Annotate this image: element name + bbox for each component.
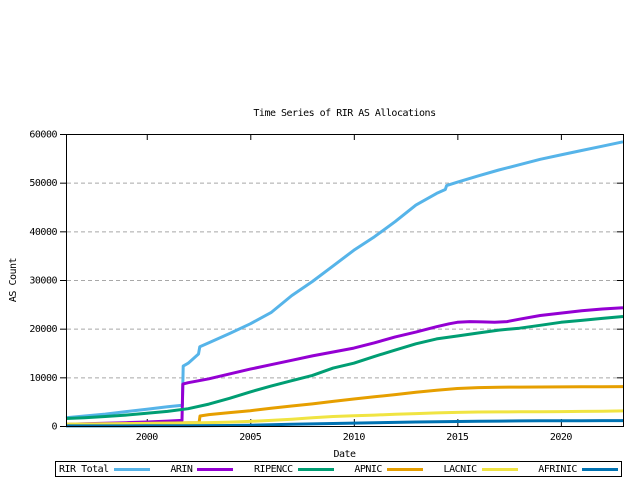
ytick-label: 40000 xyxy=(29,227,57,238)
series-apnic xyxy=(65,385,624,427)
ytick-label: 30000 xyxy=(29,276,57,287)
ytick-label: 10000 xyxy=(29,373,57,384)
xtick-label: 2015 xyxy=(446,432,469,443)
legend-label: RIPENCC xyxy=(254,463,293,475)
ytick-label: 20000 xyxy=(29,324,57,335)
ytick-label: 50000 xyxy=(29,178,57,189)
legend-swatch xyxy=(481,467,518,471)
plot-border xyxy=(66,134,624,427)
series-rir-total xyxy=(65,140,624,420)
legend: RIR Total ARIN RIPENCC APNIC LACNIC AFRINIC xyxy=(55,461,622,477)
legend-item-lacnic: LACNIC xyxy=(444,464,518,475)
ytick-label: 60000 xyxy=(29,130,57,141)
legend-item-apnic: APNIC xyxy=(354,464,423,475)
xtick-label: 2020 xyxy=(550,432,573,443)
legend-label: ARIN xyxy=(170,463,193,475)
legend-swatch xyxy=(386,467,423,471)
legend-swatch xyxy=(197,467,234,471)
xtick-label: 2010 xyxy=(343,432,366,443)
legend-item-afrinic: AFRINIC xyxy=(538,464,618,475)
legend-swatch xyxy=(113,467,150,471)
legend-label: AFRINIC xyxy=(538,463,577,475)
legend-item-rir-total: RIR Total xyxy=(59,464,150,475)
series-ripencc xyxy=(65,315,624,420)
legend-item-arin: ARIN xyxy=(170,463,234,475)
legend-label: RIR Total xyxy=(59,463,109,475)
legend-label: LACNIC xyxy=(443,463,478,475)
ytick-label: 0 xyxy=(51,422,57,433)
series-afrinic xyxy=(65,419,623,428)
chart-title: Time Series of RIR AS Allocations xyxy=(253,108,436,119)
legend-item-ripencc: RIPENCC xyxy=(254,464,334,475)
legend-swatch xyxy=(581,467,618,471)
x-axis-label: Date xyxy=(333,449,356,460)
xtick-label: 2005 xyxy=(239,432,262,443)
series-lacnic xyxy=(65,409,624,426)
series-arin xyxy=(65,306,624,426)
legend-swatch xyxy=(297,467,334,471)
xtick-label: 2000 xyxy=(136,432,159,443)
legend-label: APNIC xyxy=(354,463,382,475)
